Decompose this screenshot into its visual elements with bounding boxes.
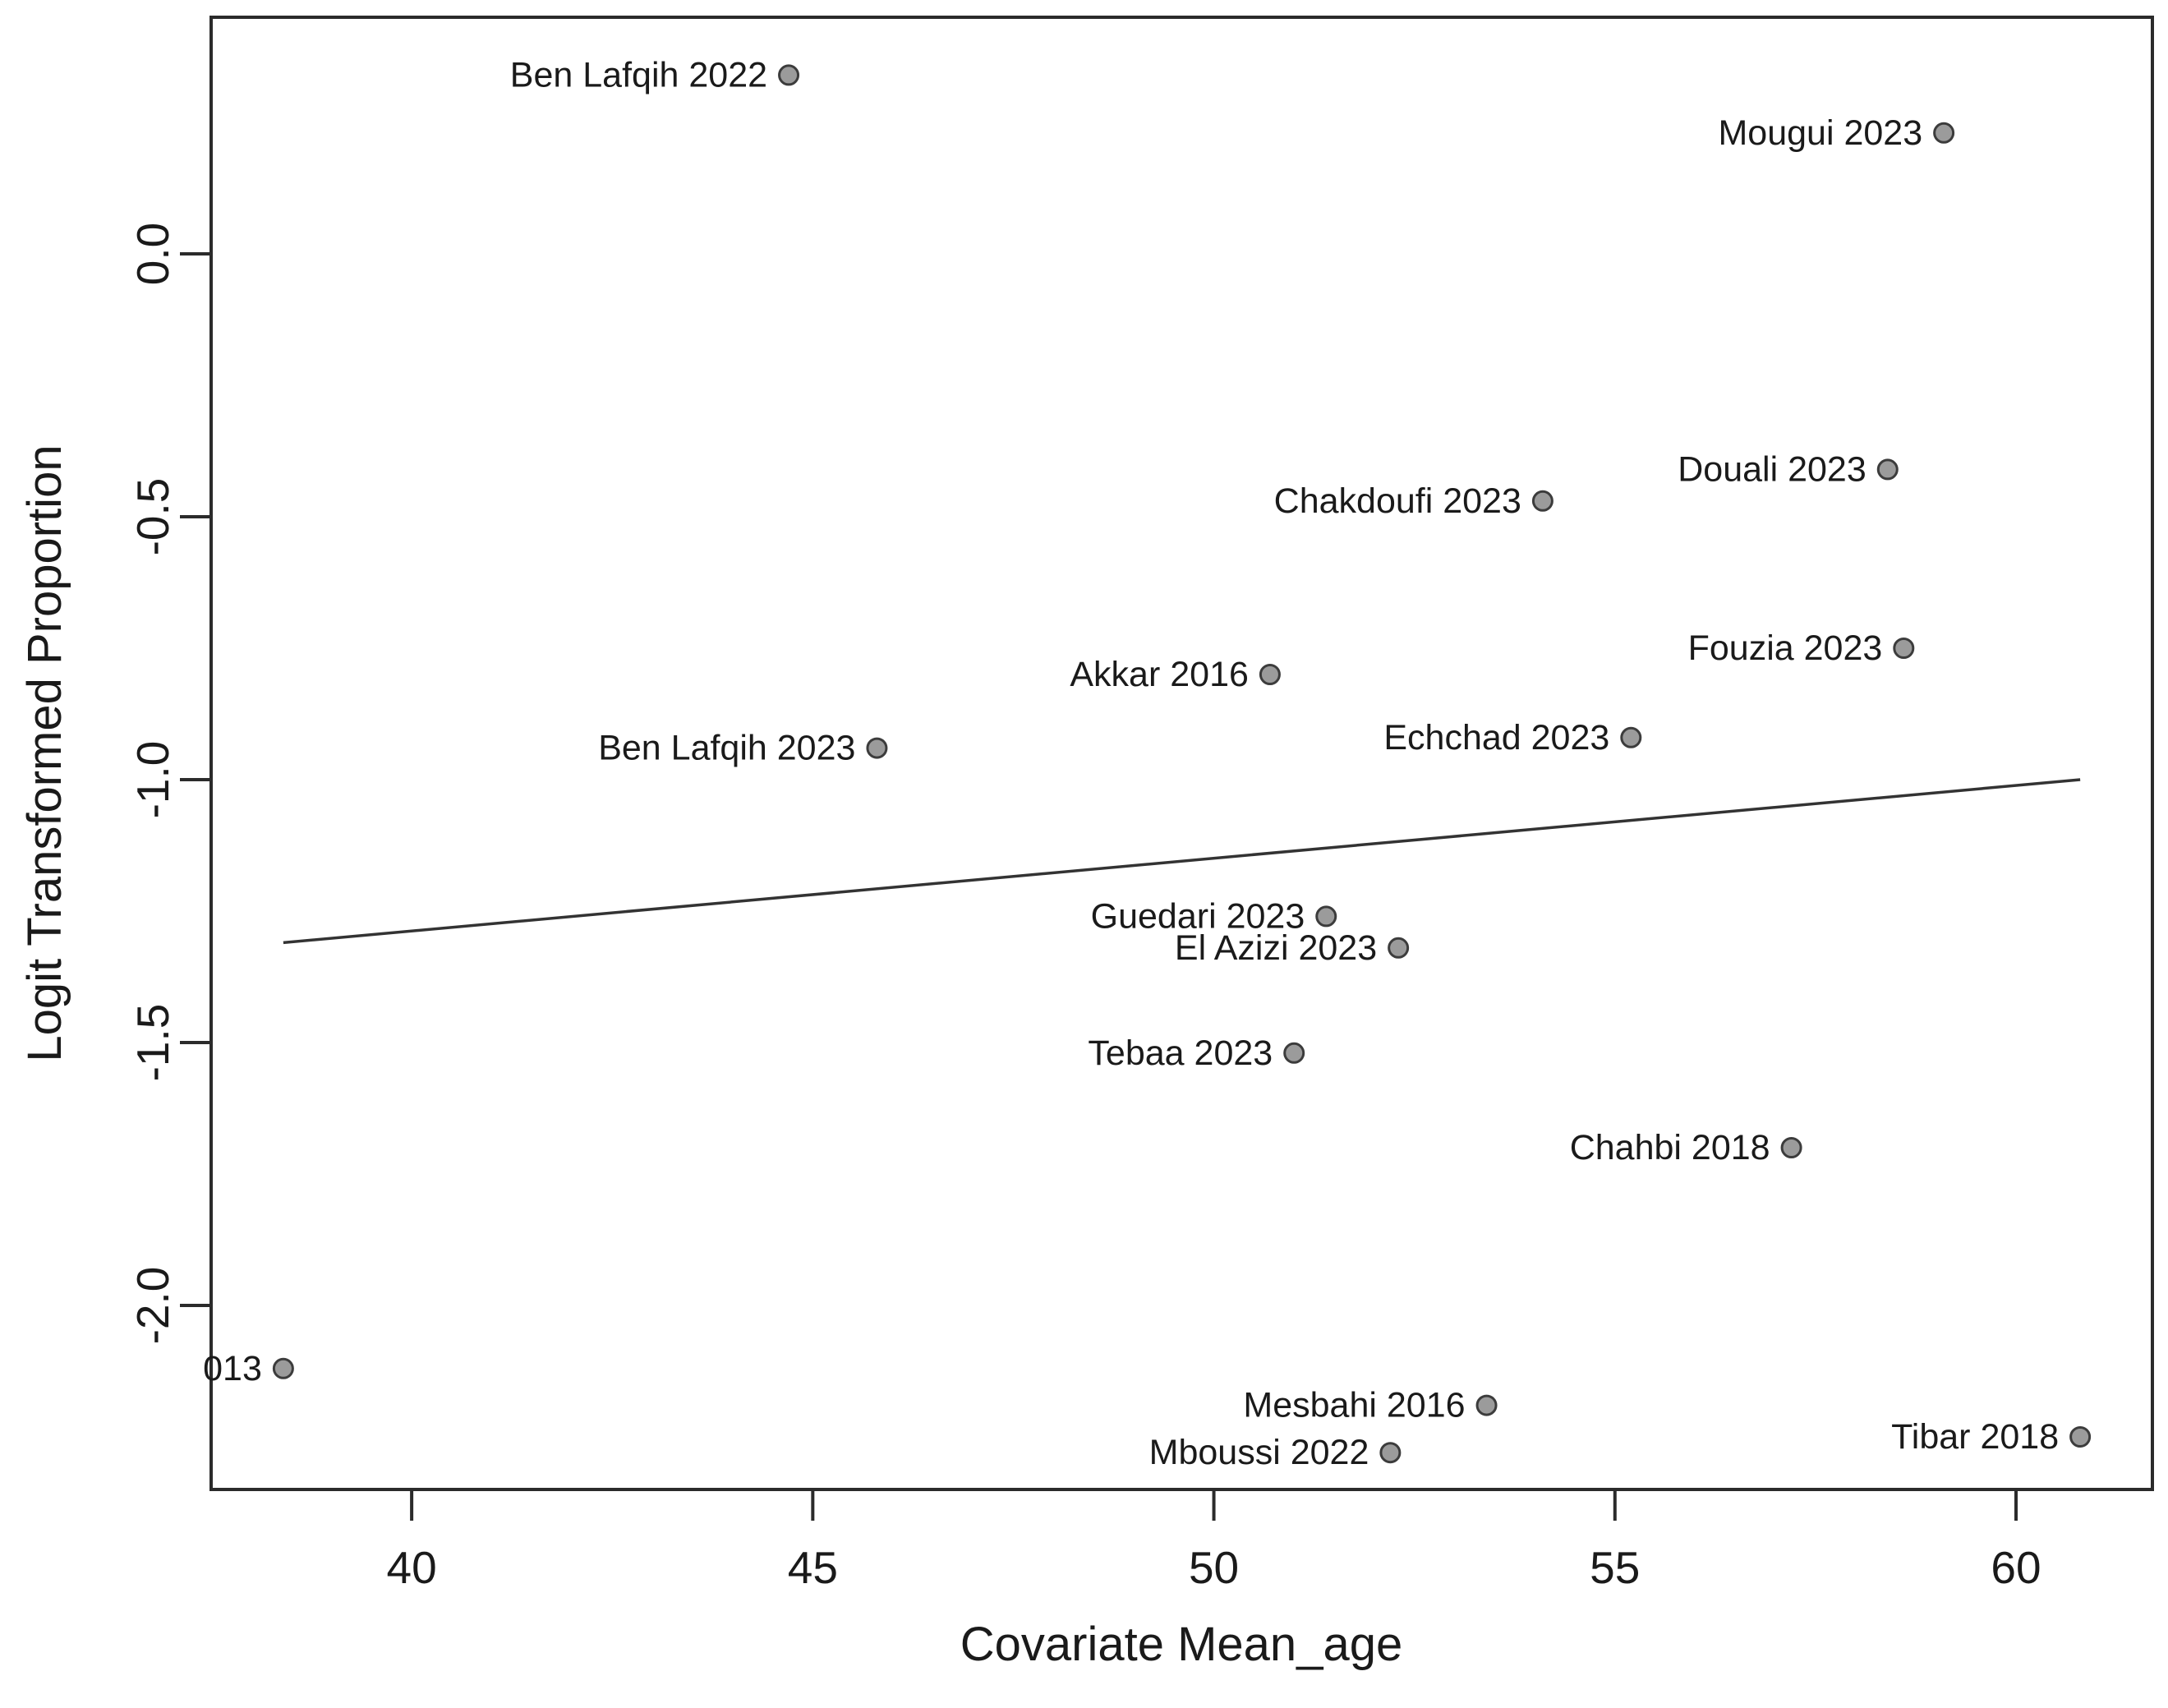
y-axis-title: Logit Transformed Proportion — [18, 444, 71, 1062]
data-point-label: Ben Lafqih 2022 — [510, 55, 767, 94]
regression-line — [283, 778, 2081, 945]
data-point — [272, 1357, 294, 1379]
data-point-label: Mesbahi 2016 — [1243, 1386, 1465, 1425]
y-axis-tick-label: -1.0 — [127, 741, 178, 819]
data-point-label: Mougui 2023 — [1718, 113, 1922, 153]
data-point — [866, 737, 888, 759]
x-axis-tick-label: 40 — [387, 1542, 437, 1593]
data-point-label: Douali 2023 — [1678, 449, 1867, 489]
data-point — [1620, 726, 1642, 748]
data-point-label: Ben Lafqih 2023 — [598, 729, 855, 768]
data-point-label: Chahbi 2018 — [1570, 1128, 1770, 1167]
x-axis-tick-label: 55 — [1590, 1542, 1640, 1593]
x-axis-tick-label: 50 — [1189, 1542, 1239, 1593]
data-point-label: Tibar 2018 — [1891, 1417, 2059, 1457]
data-point — [1876, 458, 1899, 481]
data-point — [778, 64, 800, 86]
data-point — [1283, 1042, 1305, 1064]
x-axis-title: Covariate Mean_age — [960, 1618, 1403, 1671]
y-axis-tick-label: -2.0 — [127, 1267, 178, 1345]
data-point — [1475, 1394, 1498, 1416]
y-axis-tick-label: -1.5 — [127, 1004, 178, 1082]
data-point — [1379, 1442, 1402, 1464]
data-point-label: Guedari 2023 — [1091, 896, 1305, 936]
data-point — [2069, 1426, 2092, 1448]
data-point-label: Fouzia 2023 — [1688, 628, 1883, 668]
data-point — [1531, 490, 1554, 512]
data-point-label: Echchad 2023 — [1383, 718, 1609, 757]
plot-border — [209, 16, 2154, 1491]
data-point-label: El Azizi 2023 — [1175, 928, 1377, 968]
y-axis-tick-label: -0.5 — [127, 478, 178, 556]
data-point-label: Mboussi 2022 — [1149, 1433, 1369, 1472]
x-axis-tick-label: 45 — [788, 1542, 838, 1593]
data-point-label: Akkar 2016 — [1070, 655, 1249, 694]
data-point-label: 013 — [203, 1349, 262, 1388]
data-point — [1315, 905, 1337, 928]
data-point — [1893, 638, 1915, 659]
data-point-label: Tebaa 2023 — [1088, 1034, 1273, 1073]
data-point — [1259, 664, 1281, 685]
data-point — [1780, 1137, 1802, 1158]
y-axis-tick-label: 0.0 — [127, 223, 178, 285]
data-point — [1388, 937, 1410, 959]
data-point — [1933, 122, 1955, 144]
x-axis-tick-label: 60 — [1991, 1542, 2041, 1593]
data-point-label: Chakdoufi 2023 — [1274, 481, 1521, 521]
